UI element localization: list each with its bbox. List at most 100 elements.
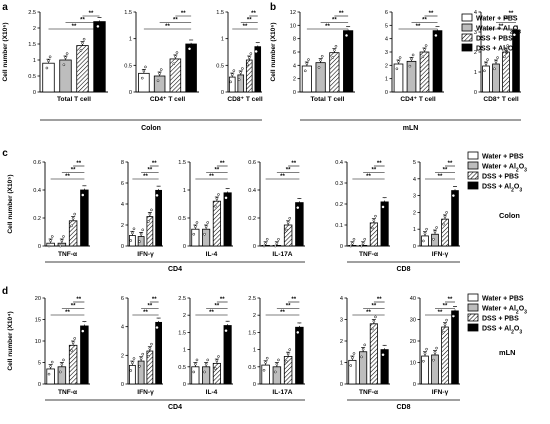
replicate-dot (96, 25, 100, 28)
legend-label: DSS + PBS (482, 173, 519, 180)
y-tick-label: 6 (121, 296, 124, 302)
bar-4 (155, 321, 162, 385)
bar-3 (369, 323, 378, 385)
replicate-dot (144, 65, 147, 69)
replicate-dot (348, 22, 352, 26)
bar-4 (343, 30, 354, 93)
replicate-dot (333, 48, 336, 52)
sig-stars: ** (429, 11, 434, 17)
legend-swatch (467, 313, 479, 322)
sig-stars: ** (291, 297, 296, 303)
cytokine-label: IFN-γ (432, 251, 449, 258)
y-tick-label: 0 (253, 382, 256, 388)
replicate-dot (370, 226, 374, 230)
legend-swatch (461, 43, 473, 52)
replicate-dot (352, 237, 356, 241)
replicate-dot (372, 319, 376, 323)
sig-stars: ** (443, 304, 448, 310)
sig-stars: ** (80, 18, 85, 24)
replicate-dot (433, 351, 437, 354)
replicate-dot (351, 356, 354, 360)
bar-1 (46, 368, 55, 385)
y-axis-label: Cell number (X10⁶) (270, 22, 277, 81)
bar-4 (93, 21, 106, 93)
replicate-dot (246, 63, 249, 67)
replicate-dot (331, 56, 335, 59)
sig-stars: ** (509, 11, 514, 17)
y-tick-label: 0 (385, 90, 388, 96)
sig-stars: ** (286, 168, 291, 174)
y-tick-label: 2.5 (248, 296, 256, 302)
y-tick-label: 2 (183, 313, 186, 319)
y-tick-label: 4 (474, 10, 477, 16)
legend-swatch (467, 151, 479, 160)
replicate-dot (484, 62, 488, 65)
replicate-dot (363, 343, 367, 347)
replicate-dot (514, 26, 518, 29)
replicate-dot (157, 186, 160, 190)
replicate-dot (158, 314, 162, 317)
replicate-dot (374, 315, 377, 319)
replicate-dot (383, 345, 386, 349)
replicate-dot (155, 194, 159, 197)
replicate-dot (317, 66, 321, 69)
replicate-dot (424, 44, 428, 47)
y-tick-label: 1 (385, 77, 388, 83)
tissue-label: mLN (403, 125, 419, 132)
replicate-dot (203, 232, 206, 236)
replicate-dot (215, 197, 219, 200)
legend-label: DSS + Al2O3 (482, 183, 522, 193)
y-tick-label: 0.5 (248, 365, 256, 371)
y-tick-label: 0.4 (248, 188, 256, 194)
replicate-dot (83, 322, 86, 325)
bar-3 (212, 200, 221, 247)
y-tick-label: 0 (340, 244, 343, 250)
replicate-dot (370, 327, 374, 331)
replicate-dot (241, 67, 244, 70)
bar-1 (301, 65, 312, 93)
y-tick-label: 0 (293, 90, 296, 96)
sig-stars: ** (448, 161, 453, 167)
replicate-dot (349, 244, 353, 248)
y-tick-label: 1.5 (248, 330, 256, 336)
replicate-dot (513, 33, 516, 37)
y-tick-label: 0 (221, 90, 224, 96)
replicate-dot (188, 47, 191, 51)
legend-swatch (467, 171, 479, 180)
replicate-dot (73, 337, 77, 340)
replicate-dot (156, 79, 160, 83)
replicate-dot (155, 326, 159, 329)
replicate-dot (150, 208, 153, 212)
replicate-dot (443, 215, 447, 218)
legend-label: DSS + PBS (482, 315, 519, 322)
y-tick-label: 1 (340, 361, 343, 367)
y-tick-label: 40 (410, 296, 416, 302)
bar-3 (419, 51, 430, 93)
sig-stars: ** (448, 297, 453, 303)
y-tick-label: 2 (340, 339, 343, 345)
replicate-dot (437, 22, 441, 26)
replicate-dot (352, 352, 356, 355)
y-tick-label: 0.6 (33, 160, 41, 166)
chart-d-3: 00.511.522.5 ******IL-4 (178, 296, 233, 396)
replicate-dot (141, 228, 145, 232)
y-tick-label: 0.5 (28, 74, 36, 80)
y-tick-label: 0.2 (33, 216, 41, 222)
replicate-dot (434, 34, 438, 37)
legend-swatch (467, 293, 479, 302)
replicate-dot (148, 212, 152, 216)
cytokine-label: TNF-α (58, 389, 77, 396)
replicate-dot (194, 362, 197, 366)
sig-stars: ** (165, 24, 170, 30)
legend-label: Water + Al2O3 (476, 25, 521, 35)
replicate-dot (195, 358, 199, 362)
replicate-dot (506, 44, 509, 47)
y-tick-label: 2 (121, 223, 124, 229)
replicate-dot (81, 41, 84, 45)
sig-stars: ** (215, 304, 220, 310)
replicate-dot (262, 244, 266, 248)
replicate-dot (189, 40, 193, 43)
